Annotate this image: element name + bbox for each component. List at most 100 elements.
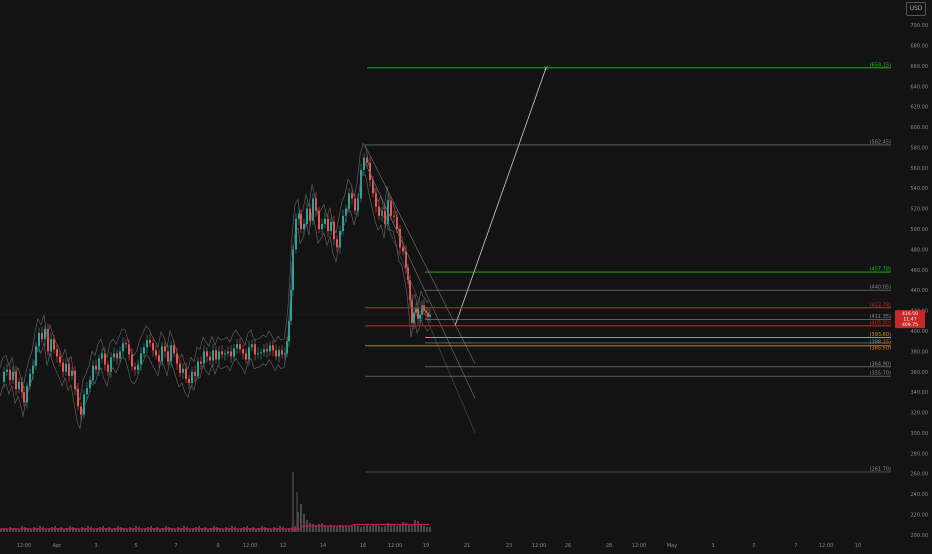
x-tick-label: 7 <box>174 543 177 549</box>
projection-line <box>454 67 547 327</box>
volume-bar <box>342 526 344 532</box>
candle-body <box>396 216 398 230</box>
candle-body <box>143 347 145 354</box>
candle-body <box>321 223 323 230</box>
y-tick-label: 240.00 <box>911 492 929 498</box>
candle-body <box>137 364 139 370</box>
currency-badge[interactable]: USD <box>906 2 926 16</box>
candle-body <box>50 339 52 352</box>
candle-body <box>101 353 103 359</box>
candle-body <box>393 215 395 217</box>
volume-bar <box>348 527 350 532</box>
volume-bar <box>333 526 335 532</box>
volume-bar <box>207 529 209 532</box>
candle-body <box>413 312 415 323</box>
axes: 200.00 220.00 240.00 260.00 280.00 300.00 320.… <box>17 23 928 549</box>
volume-bar <box>372 524 374 532</box>
level-label: (261.70) <box>870 466 891 472</box>
level-label: (405.00) <box>870 320 891 326</box>
candle-body <box>242 349 244 354</box>
x-tick-label: 3 <box>711 543 714 549</box>
candle-body <box>415 308 417 313</box>
candle-body <box>224 353 226 355</box>
x-tick-label: 26 <box>565 543 571 549</box>
candle-body <box>419 314 421 319</box>
candle-body <box>12 371 14 380</box>
candle-body <box>272 345 274 351</box>
volume-bar <box>222 529 224 532</box>
candle-body <box>375 193 377 207</box>
candle-body <box>53 339 55 350</box>
candle-body <box>298 213 300 219</box>
candle-body <box>215 350 217 360</box>
level-label: (385.50) <box>870 345 891 351</box>
volume-bar <box>159 529 161 532</box>
trend-channel-line <box>364 162 476 399</box>
candle-body <box>390 200 392 216</box>
candle-body <box>176 353 178 364</box>
candle-body <box>32 365 34 374</box>
volume-bar <box>315 525 317 532</box>
level-label: (440.05) <box>870 285 891 291</box>
volume-bar <box>6 529 8 532</box>
volume-bar <box>309 523 311 532</box>
level-label: (388.25) <box>870 339 891 345</box>
candle-body <box>411 300 413 323</box>
volume-bar <box>48 528 50 532</box>
candle-body <box>23 392 25 403</box>
candle-body <box>245 353 247 360</box>
candle-body <box>342 215 344 232</box>
y-tick-label: 580.00 <box>911 145 929 151</box>
volume-bar <box>303 514 305 532</box>
last-price-tag-text: 11:47 <box>903 317 916 323</box>
y-tick-label: 220.00 <box>911 513 929 519</box>
volume-bar <box>339 525 341 532</box>
candle-body <box>68 363 70 376</box>
volume-bar <box>270 529 272 532</box>
y-tick-label: 700.00 <box>911 23 929 29</box>
candle-body <box>9 369 11 380</box>
candle-body <box>290 290 292 321</box>
volume-bar <box>408 524 410 532</box>
volume-bar <box>249 528 251 532</box>
y-tick-label: 620.00 <box>911 105 929 111</box>
candle-body <box>188 378 190 383</box>
candle-body <box>89 379 91 389</box>
last-price-tag-text: 416.50 <box>902 311 918 317</box>
volume-bar <box>153 528 155 532</box>
volume-bar <box>201 528 203 532</box>
last-price-tag-text: 409.75 <box>902 322 918 328</box>
candle-body <box>312 198 314 221</box>
volume-bar <box>45 529 47 532</box>
candle-body <box>128 344 130 355</box>
candle-body <box>251 344 253 348</box>
candle-body <box>354 198 356 211</box>
volume-bar <box>144 528 146 532</box>
volume-bar <box>36 528 38 532</box>
volume-bar <box>3 528 5 532</box>
volume-bar <box>402 522 404 532</box>
candles <box>0 142 431 429</box>
drawings: × <box>364 65 549 434</box>
volume-bar <box>396 526 398 532</box>
candle-body <box>425 310 427 313</box>
candle-body <box>421 305 423 315</box>
y-tick-label: 260.00 <box>911 472 929 478</box>
volume-bar <box>255 529 257 532</box>
candle-body <box>18 381 20 390</box>
candle-body <box>179 363 181 373</box>
volume-bar <box>318 524 320 532</box>
candle-body <box>281 350 283 355</box>
candle-body <box>336 239 338 248</box>
y-tick-label: 500.00 <box>911 227 929 233</box>
candle-body <box>6 369 8 372</box>
volume-bars <box>0 472 431 532</box>
volume-bar <box>123 528 125 532</box>
volume-bar <box>75 528 77 532</box>
volume-bar <box>300 504 302 532</box>
candle-body <box>167 351 169 362</box>
volume-bar <box>327 526 329 532</box>
x-tick-label: 12:00 <box>243 543 257 549</box>
